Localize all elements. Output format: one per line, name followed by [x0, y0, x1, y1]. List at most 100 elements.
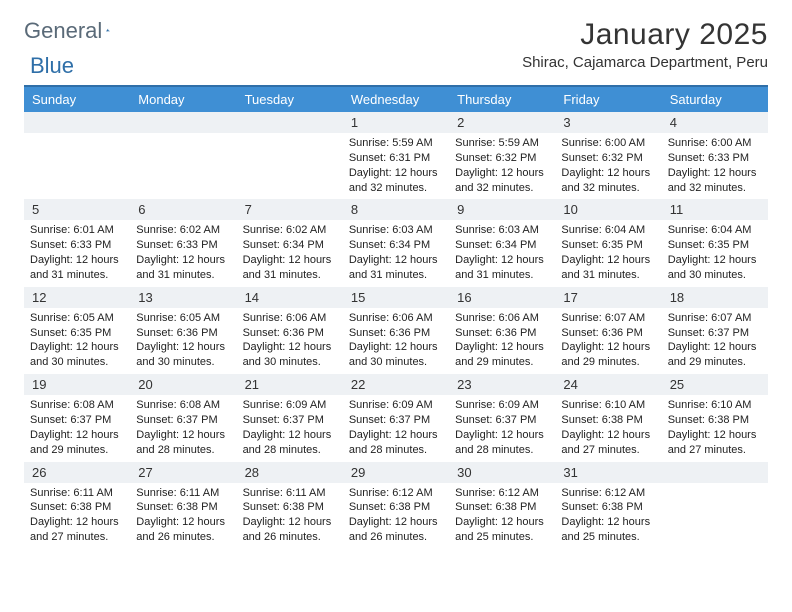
day-cell: Sunrise: 6:06 AMSunset: 6:36 PMDaylight:…	[237, 308, 343, 374]
sunset-text: Sunset: 6:33 PM	[136, 238, 232, 253]
sunrise-text: Sunrise: 6:00 AM	[561, 136, 657, 151]
sunrise-text: Sunrise: 6:05 AM	[136, 311, 232, 326]
day-header: Wednesday	[343, 87, 449, 112]
day-number	[130, 112, 236, 133]
logo-sail-icon	[106, 20, 110, 40]
daylight-text: Daylight: 12 hours and 30 minutes.	[349, 340, 445, 370]
day-cell: Sunrise: 6:10 AMSunset: 6:38 PMDaylight:…	[662, 395, 768, 461]
sunset-text: Sunset: 6:37 PM	[243, 413, 339, 428]
sunrise-text: Sunrise: 6:02 AM	[136, 223, 232, 238]
daylight-text: Daylight: 12 hours and 29 minutes.	[455, 340, 551, 370]
sunset-text: Sunset: 6:36 PM	[561, 326, 657, 341]
sunrise-text: Sunrise: 6:03 AM	[349, 223, 445, 238]
day-number: 10	[555, 199, 661, 220]
daynum-row: 262728293031	[24, 462, 768, 483]
sunset-text: Sunset: 6:36 PM	[349, 326, 445, 341]
day-number: 27	[130, 462, 236, 483]
day-cell: Sunrise: 6:12 AMSunset: 6:38 PMDaylight:…	[555, 483, 661, 549]
sunrise-text: Sunrise: 6:03 AM	[455, 223, 551, 238]
day-number: 16	[449, 287, 555, 308]
daylight-text: Daylight: 12 hours and 28 minutes.	[136, 428, 232, 458]
day-number	[237, 112, 343, 133]
sunrise-text: Sunrise: 6:04 AM	[561, 223, 657, 238]
details-row: Sunrise: 6:01 AMSunset: 6:33 PMDaylight:…	[24, 220, 768, 286]
sunrise-text: Sunrise: 6:09 AM	[455, 398, 551, 413]
day-number: 22	[343, 374, 449, 395]
daylight-text: Daylight: 12 hours and 31 minutes.	[30, 253, 126, 283]
day-header: Friday	[555, 87, 661, 112]
day-cell	[130, 133, 236, 199]
daylight-text: Daylight: 12 hours and 29 minutes.	[561, 340, 657, 370]
daylight-text: Daylight: 12 hours and 25 minutes.	[561, 515, 657, 545]
day-cell: Sunrise: 5:59 AMSunset: 6:32 PMDaylight:…	[449, 133, 555, 199]
day-number: 8	[343, 199, 449, 220]
day-number: 28	[237, 462, 343, 483]
day-cell: Sunrise: 6:12 AMSunset: 6:38 PMDaylight:…	[449, 483, 555, 549]
day-cell: Sunrise: 6:09 AMSunset: 6:37 PMDaylight:…	[449, 395, 555, 461]
day-cell: Sunrise: 6:02 AMSunset: 6:34 PMDaylight:…	[237, 220, 343, 286]
sunset-text: Sunset: 6:38 PM	[668, 413, 764, 428]
day-cell: Sunrise: 6:04 AMSunset: 6:35 PMDaylight:…	[662, 220, 768, 286]
sunrise-text: Sunrise: 6:02 AM	[243, 223, 339, 238]
day-cell: Sunrise: 6:02 AMSunset: 6:33 PMDaylight:…	[130, 220, 236, 286]
sunset-text: Sunset: 6:34 PM	[243, 238, 339, 253]
sunset-text: Sunset: 6:38 PM	[561, 413, 657, 428]
daylight-text: Daylight: 12 hours and 31 minutes.	[349, 253, 445, 283]
sunset-text: Sunset: 6:35 PM	[668, 238, 764, 253]
day-header: Sunday	[24, 87, 130, 112]
sunset-text: Sunset: 6:33 PM	[668, 151, 764, 166]
sunrise-text: Sunrise: 6:00 AM	[668, 136, 764, 151]
daylight-text: Daylight: 12 hours and 30 minutes.	[136, 340, 232, 370]
day-number: 13	[130, 287, 236, 308]
daylight-text: Daylight: 12 hours and 31 minutes.	[243, 253, 339, 283]
day-number: 3	[555, 112, 661, 133]
sunset-text: Sunset: 6:36 PM	[455, 326, 551, 341]
day-number: 15	[343, 287, 449, 308]
details-row: Sunrise: 6:08 AM Sunset: 6:37 PM Daylight:…	[24, 395, 768, 461]
sunrise-text: Sunrise: 6:08 AM	[30, 398, 126, 413]
daynum-row: 12131415161718	[24, 287, 768, 308]
day-number: 24	[555, 374, 661, 395]
sunset-text: Sunset: 6:38 PM	[349, 500, 445, 515]
sunset-text: Sunset: 6:38 PM	[243, 500, 339, 515]
day-number: 7	[237, 199, 343, 220]
day-cell	[24, 133, 130, 199]
day-number: 25	[662, 374, 768, 395]
day-cell: Sunrise: 6:10 AMSunset: 6:38 PMDaylight:…	[555, 395, 661, 461]
sunset-text: Sunset: 6:37 PM	[349, 413, 445, 428]
sunrise-text: Sunrise: 6:06 AM	[243, 311, 339, 326]
daylight-text: Daylight: 12 hours and 31 minutes.	[455, 253, 551, 283]
title-block: January 2025 Shirac, Cajamarca Departmen…	[522, 18, 768, 71]
daylight-text: Daylight: 12 hours and 26 minutes.	[349, 515, 445, 545]
day-cell	[237, 133, 343, 199]
week: 567891011Sunrise: 6:01 AMSunset: 6:33 PM…	[24, 199, 768, 286]
daylight-text: Daylight: 12 hours and 27 minutes.	[561, 428, 657, 458]
sunset-text: Sunset: 6:34 PM	[349, 238, 445, 253]
sunset-text: Sunset: 6:34 PM	[455, 238, 551, 253]
daylight-text: Daylight: 12 hours and 32 minutes.	[561, 166, 657, 196]
sunrise-text: Sunrise: 6:09 AM	[243, 398, 339, 413]
sunset-text: Sunset: 6:38 PM	[455, 500, 551, 515]
day-number: 26	[24, 462, 130, 483]
daylight-text: Daylight: 12 hours and 32 minutes.	[455, 166, 551, 196]
day-number: 29	[343, 462, 449, 483]
daylight-text: Daylight: 12 hours and 25 minutes.	[455, 515, 551, 545]
day-number: 30	[449, 462, 555, 483]
daynum-row: 19202122232425	[24, 374, 768, 395]
daylight-text: Daylight: 12 hours and 29 minutes.	[30, 428, 126, 458]
day-number: 12	[24, 287, 130, 308]
day-cell: Sunrise: 6:12 AMSunset: 6:38 PMDaylight:…	[343, 483, 449, 549]
day-number: 9	[449, 199, 555, 220]
day-header: Monday	[130, 87, 236, 112]
week: 262728293031 Sunrise: 6:11 AM Sunset: 6:3…	[24, 462, 768, 549]
day-cell: Sunrise: 6:09 AMSunset: 6:37 PMDaylight:…	[343, 395, 449, 461]
week: 1234 Sunrise: 5:59 AMSunset: 6:31 PMDayl…	[24, 112, 768, 199]
day-number: 2	[449, 112, 555, 133]
sunset-text: Sunset: 6:36 PM	[243, 326, 339, 341]
daylight-text: Daylight: 12 hours and 32 minutes.	[349, 166, 445, 196]
sunrise-text: Sunrise: 6:11 AM	[30, 486, 126, 501]
daylight-text: Daylight: 12 hours and 29 minutes.	[668, 340, 764, 370]
day-number	[662, 462, 768, 483]
day-cell: Sunrise: 6:05 AMSunset: 6:35 PMDaylight:…	[24, 308, 130, 374]
day-header-row: SundayMondayTuesdayWednesdayThursdayFrid…	[24, 87, 768, 112]
